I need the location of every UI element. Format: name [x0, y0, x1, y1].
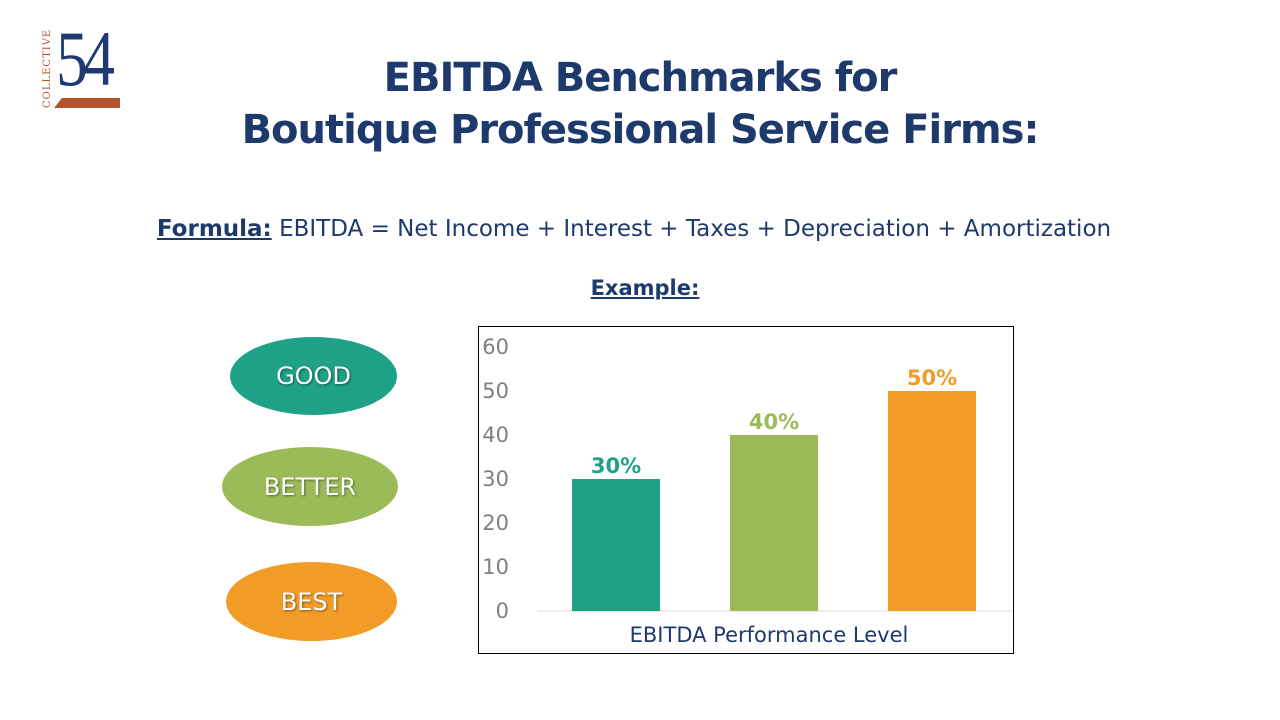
level-best-pill: BEST — [226, 562, 397, 641]
level-good-pill: GOOD — [230, 337, 397, 415]
formula-text: EBITDA = Net Income + Interest + Taxes +… — [279, 216, 1112, 242]
x-axis-title: EBITDA Performance Level — [630, 623, 909, 647]
y-tick-label: 50 — [482, 379, 509, 403]
title-line-1: EBITDA Benchmarks for — [383, 55, 898, 101]
bar-best — [888, 391, 976, 611]
page-title: EBITDA Benchmarks for Boutique Professio… — [0, 52, 1280, 156]
level-good-label: GOOD — [276, 362, 351, 390]
chart-svg: 0 10 20 30 40 50 60 30% 40% 50% EBITDA Performance… — [482, 335, 1011, 647]
formula-line: Formula: EBITDA = Net Income + Interest … — [0, 216, 1268, 242]
logo-number: 54 — [56, 15, 115, 102]
data-label-best: 50% — [907, 366, 957, 390]
example-label: Example: — [590, 276, 700, 300]
collective54-logo: COLLECTIVE 54 — [40, 20, 126, 114]
y-tick-label: 0 — [496, 599, 509, 623]
formula-label: Formula: — [156, 216, 272, 242]
title-line-2: Boutique Professional Service Firms: — [241, 107, 1040, 153]
logo-underline-bar — [54, 98, 120, 108]
level-better-pill: BETTER — [222, 447, 398, 526]
y-tick-label: 60 — [482, 335, 509, 359]
y-tick-label: 30 — [482, 467, 509, 491]
level-best-label: BEST — [280, 587, 343, 616]
y-tick-label: 20 — [482, 511, 509, 535]
y-tick-label: 10 — [482, 555, 509, 579]
data-label-good: 30% — [591, 454, 641, 478]
ebitda-bar-chart: 0 10 20 30 40 50 60 30% 40% 50% EBITDA Performance… — [478, 326, 1014, 654]
data-label-better: 40% — [749, 410, 799, 434]
level-better-label: BETTER — [263, 472, 357, 501]
bar-good — [572, 479, 660, 611]
bar-better — [730, 435, 818, 611]
y-tick-label: 40 — [482, 423, 509, 447]
